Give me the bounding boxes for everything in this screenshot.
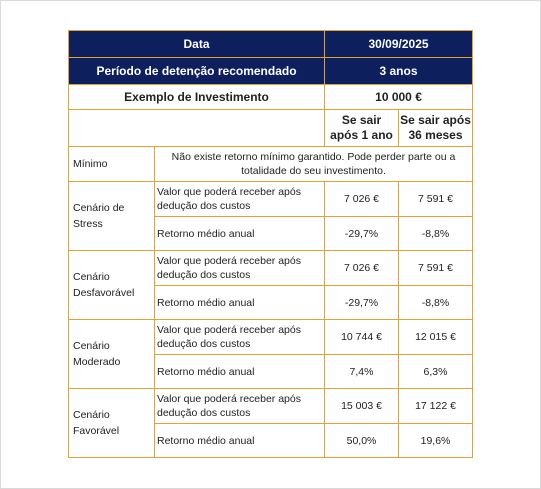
- minimum-row: Mínimo Não existe retorno mínimo garanti…: [68, 146, 474, 182]
- scenario-unfavourable-name-line1: Cenário: [73, 271, 110, 283]
- favourable-value-36-months: 17 122 €: [398, 388, 474, 424]
- scenario-moderate-name-line1: Cenário: [73, 340, 110, 352]
- value-label-line2: dedução dos custos: [157, 269, 251, 281]
- moderate-return-36-months: 6,3%: [398, 354, 474, 389]
- value-label-line2: dedução dos custos: [157, 338, 251, 350]
- value-after-costs-label: Valor que poderá receber após dedução do…: [154, 250, 325, 286]
- minimum-text-line1: Não existe retorno mínimo garantido. Pod…: [171, 151, 456, 163]
- average-return-label: Retorno médio anual: [154, 354, 325, 389]
- date-value: 30/09/2025: [324, 30, 474, 58]
- scenario-favourable-name-line1: Cenário: [73, 409, 110, 421]
- performance-scenarios-table: Data 30/09/2025 Período de detenção reco…: [67, 30, 474, 458]
- moderate-return-1-year: 7,4%: [324, 354, 400, 389]
- stress-value-36-months: 7 591 €: [398, 181, 474, 217]
- column-header-1-year: Se sair após 1 ano: [324, 109, 400, 147]
- scenario-stress-name-line1: Cenário de: [73, 202, 125, 214]
- value-label-line1: Valor que poderá receber após: [157, 255, 301, 267]
- scenario-stress-name-line2: Stress: [73, 218, 103, 230]
- minimum-text-line2: totalidade do seu investimento.: [241, 165, 386, 177]
- scenario-favourable-value-row: Cenário Favorável Valor que poderá receb…: [68, 388, 474, 458]
- scenario-moderate-name-line2: Moderado: [73, 356, 121, 368]
- holding-period-row: Período de detenção recomendado 3 anos: [67, 57, 474, 85]
- scenario-stress-return-row: Retorno médio anual -29,7% -8,8%: [69, 216, 474, 251]
- favourable-value-1-year: 15 003 €: [324, 388, 400, 424]
- column-header-36-months-line2: 36 meses: [408, 128, 463, 142]
- favourable-return-1-year: 50,0%: [324, 423, 400, 458]
- scenario-favourable-return-row: Retorno médio anual 50,0% 19,6%: [69, 423, 474, 458]
- holding-period-value: 3 anos: [324, 57, 474, 85]
- average-return-label: Retorno médio anual: [154, 285, 325, 320]
- unfavourable-value-1-year: 7 026 €: [324, 250, 400, 286]
- holding-period-label: Período de detenção recomendado: [67, 57, 326, 85]
- column-header-row: Se sair após 1 ano Se sair após 36 meses: [67, 109, 474, 147]
- unfavourable-value-36-months: 7 591 €: [398, 250, 474, 286]
- unfavourable-return-36-months: -8,8%: [398, 285, 474, 320]
- date-row: Data 30/09/2025: [67, 30, 474, 58]
- column-header-1-year-line2: após 1 ano: [330, 128, 393, 142]
- scenario-moderate-value-row: Cenário Moderado Valor que poderá recebe…: [68, 319, 474, 389]
- stress-return-36-months: -8,8%: [398, 216, 474, 251]
- moderate-value-1-year: 10 744 €: [324, 319, 400, 355]
- scenario-stress-name: Cenário de Stress: [68, 181, 155, 251]
- scenario-unfavourable-return-row: Retorno médio anual -29,7% -8,8%: [69, 285, 474, 320]
- scenario-favourable-name-line2: Favorável: [73, 425, 120, 437]
- scenario-unfavourable-value-row: Cenário Desfavorável Valor que poderá re…: [68, 250, 474, 320]
- column-header-36-months-line1: Se sair após: [400, 113, 471, 127]
- value-label-line2: dedução dos custos: [157, 407, 251, 419]
- column-header-36-months: Se sair após 36 meses: [398, 109, 474, 147]
- value-label-line1: Valor que poderá receber após: [157, 324, 301, 336]
- investment-example-row: Exemplo de Investimento 10 000 €: [67, 84, 474, 110]
- minimum-label: Mínimo: [68, 146, 155, 182]
- average-return-label: Retorno médio anual: [154, 423, 325, 458]
- stress-return-1-year: -29,7%: [324, 216, 400, 251]
- value-after-costs-label: Valor que poderá receber após dedução do…: [154, 181, 325, 217]
- scenario-stress-value-row: Cenário de Stress Valor que poderá receb…: [68, 181, 474, 251]
- scenario-unfavourable-name: Cenário Desfavorável: [68, 250, 155, 320]
- scenario-favourable-name: Cenário Favorável: [68, 388, 155, 458]
- value-after-costs-label: Valor que poderá receber após dedução do…: [154, 388, 325, 424]
- value-label-line1: Valor que poderá receber após: [157, 186, 301, 198]
- value-after-costs-label: Valor que poderá receber após dedução do…: [154, 319, 325, 355]
- column-header-blank: [67, 109, 326, 147]
- unfavourable-return-1-year: -29,7%: [324, 285, 400, 320]
- scenario-moderate-return-row: Retorno médio anual 7,4% 6,3%: [69, 354, 474, 389]
- stress-value-1-year: 7 026 €: [324, 181, 400, 217]
- moderate-value-36-months: 12 015 €: [398, 319, 474, 355]
- scenario-moderate-name: Cenário Moderado: [68, 319, 155, 389]
- value-label-line2: dedução dos custos: [157, 200, 251, 212]
- investment-example-value: 10 000 €: [324, 84, 474, 110]
- date-label: Data: [67, 30, 326, 58]
- average-return-label: Retorno médio anual: [154, 216, 325, 251]
- column-header-1-year-line1: Se sair: [341, 113, 382, 127]
- value-label-line1: Valor que poderá receber após: [157, 393, 301, 405]
- scenario-unfavourable-name-line2: Desfavorável: [73, 287, 135, 299]
- favourable-return-36-months: 19,6%: [398, 423, 474, 458]
- investment-example-label: Exemplo de Investimento: [67, 84, 326, 110]
- minimum-text: Não existe retorno mínimo garantido. Pod…: [154, 146, 474, 182]
